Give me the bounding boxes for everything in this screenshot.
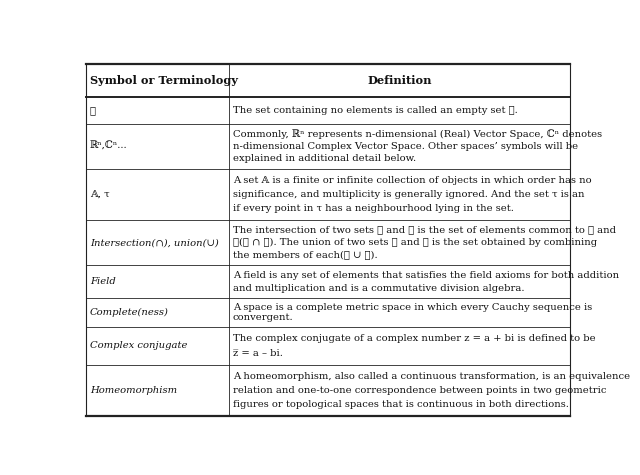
Text: The set containing no elements is called an empty set ∅.: The set containing no elements is called… (233, 106, 518, 115)
Text: ∅: ∅ (90, 106, 96, 115)
Text: significance, and multiplicity is generally ignored. And the set τ is an: significance, and multiplicity is genera… (233, 190, 588, 199)
Text: ℝⁿ,ℂⁿ...: ℝⁿ,ℂⁿ... (90, 142, 127, 151)
Text: Homeomorphism: Homeomorphism (90, 386, 177, 395)
Text: convergent.: convergent. (233, 314, 293, 323)
Text: z̅ = a – bi.: z̅ = a – bi. (233, 349, 283, 358)
Text: figures or topological spaces that is continuous in both directions.: figures or topological spaces that is co… (233, 400, 568, 409)
Text: The complex conjugate of a complex number z = a + bi is defined to be: The complex conjugate of a complex numbe… (233, 334, 595, 343)
Text: 𝔸, τ: 𝔸, τ (90, 190, 109, 199)
Text: relation and one-to-one correspondence between points in two geometric: relation and one-to-one correspondence b… (233, 386, 606, 395)
Text: The intersection of two sets 𝓜 and 𝒷 is the set of elements common to 𝓜 and: The intersection of two sets 𝓜 and 𝒷 is … (233, 226, 616, 235)
Text: Complex conjugate: Complex conjugate (90, 341, 188, 350)
Text: Intersection(∩), union(∪): Intersection(∩), union(∪) (90, 238, 219, 247)
Text: A field is any set of elements that satisfies the field axioms for both addition: A field is any set of elements that sati… (233, 271, 619, 280)
Text: A homeomorphism, also called a continuous transformation, is an equivalence: A homeomorphism, also called a continuou… (233, 372, 630, 381)
Text: the members of each(𝓜 ∪ 𝒷).: the members of each(𝓜 ∪ 𝒷). (233, 250, 378, 259)
Text: Commonly, ℝⁿ represents n-dimensional (Real) Vector Space, ℂⁿ denotes: Commonly, ℝⁿ represents n-dimensional (R… (233, 129, 602, 139)
Text: Field: Field (90, 277, 116, 286)
Text: Definition: Definition (367, 75, 431, 86)
Text: 𝒷(𝓜 ∩ 𝒷). The union of two sets 𝓜 and 𝒷 is the set obtained by combining: 𝒷(𝓜 ∩ 𝒷). The union of two sets 𝓜 and 𝒷 … (233, 238, 597, 247)
Text: A space is a complete metric space in which every Cauchy sequence is: A space is a complete metric space in wh… (233, 303, 592, 312)
Text: if every point in τ has a neighbourhood lying in the set.: if every point in τ has a neighbourhood … (233, 204, 514, 213)
Text: A set 𝔸 is a finite or infinite collection of objects in which order has no: A set 𝔸 is a finite or infinite collecti… (233, 176, 591, 185)
Text: and multiplication and is a commutative division algebra.: and multiplication and is a commutative … (233, 284, 524, 293)
Text: Complete(ness): Complete(ness) (90, 308, 169, 317)
Text: n-dimensional Complex Vector Space. Other spaces’ symbols will be: n-dimensional Complex Vector Space. Othe… (233, 142, 578, 151)
Text: explained in additional detail below.: explained in additional detail below. (233, 154, 416, 163)
Text: Symbol or Terminology: Symbol or Terminology (90, 75, 238, 86)
